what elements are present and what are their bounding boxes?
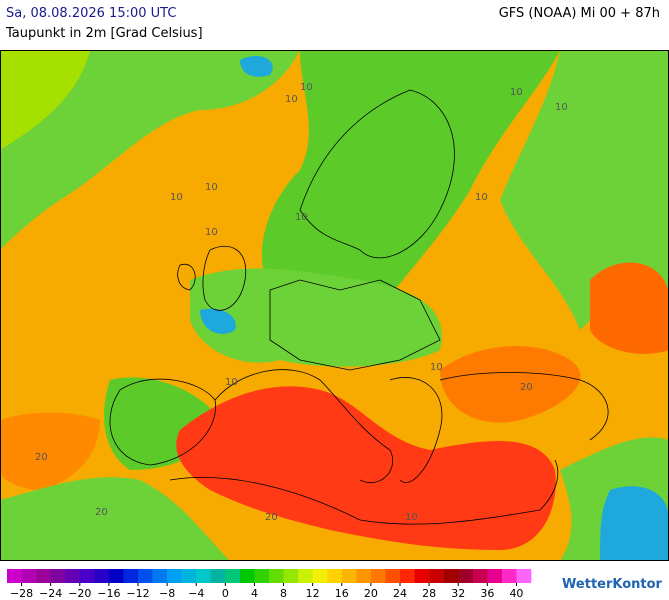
legend-swatch	[269, 569, 284, 583]
legend-tick-label: 16	[335, 587, 349, 600]
parameter: Taupunkt in 2m [Grad Celsius]	[6, 26, 203, 41]
legend-tick-label: −16	[97, 587, 120, 600]
contour-label: 10	[295, 212, 308, 223]
contour-label: 10	[430, 362, 443, 373]
contour-label: 20	[520, 382, 533, 393]
legend-tick-label: 40	[509, 587, 523, 600]
dewpoint-area	[500, 50, 669, 330]
legend-swatch	[254, 569, 270, 583]
legend-tick-label: −24	[39, 587, 62, 600]
legend-swatch	[65, 569, 81, 583]
contour-label: 20	[95, 507, 108, 518]
brand: WetterKontor	[562, 577, 663, 592]
legend-swatch	[298, 569, 313, 583]
contour-label: 10	[405, 512, 418, 523]
legend-swatch	[312, 569, 328, 583]
legend: −28 −24 −20 −16 −12 −8 −4 0 4 8 12 16 20 24 28 32 36 40 W…	[7, 569, 663, 600]
legend-tick-label: −28	[10, 587, 33, 600]
legend-tick-label: −4	[188, 587, 204, 600]
contour-label: 20	[35, 452, 48, 463]
legend-swatch	[7, 569, 22, 583]
legend-swatch	[283, 569, 299, 583]
legend-swatch	[458, 569, 474, 583]
legend-swatch	[123, 569, 139, 583]
contour-label: 10	[225, 377, 238, 388]
legend-tick-label: −20	[68, 587, 91, 600]
coastlines	[109, 89, 609, 525]
legend-tick-label: 36	[480, 587, 494, 600]
legend-swatch	[152, 569, 168, 583]
legend-swatch	[341, 569, 357, 583]
dewpoint-area	[240, 55, 273, 77]
legend-tick-label: 32	[451, 587, 465, 600]
legend-swatch	[94, 569, 110, 583]
dewpoint-area	[261, 50, 560, 321]
legend-tick-label: −12	[126, 587, 149, 600]
legend-swatch	[21, 569, 37, 583]
valid-time: Sa, 08.08.2026 15:00 UTC	[6, 6, 177, 21]
legend-tick-label: 20	[364, 587, 378, 600]
legend-swatch	[429, 569, 444, 583]
legend-swatch	[196, 569, 212, 583]
contour-label: 10	[300, 82, 313, 93]
legend-swatch	[443, 569, 459, 583]
contour-label: 10	[510, 87, 523, 98]
dewpoint-area	[600, 486, 669, 561]
legend-swatch	[79, 569, 95, 583]
dewpoint-area	[0, 50, 90, 150]
legend-swatch	[210, 569, 226, 583]
legend-swatch	[472, 569, 488, 583]
legend-tick-label: 8	[280, 587, 287, 600]
model-run: GFS (NOAA) Mi 00 + 87h	[498, 6, 660, 21]
legend-swatch	[400, 569, 415, 583]
dewpoint-area	[190, 268, 442, 367]
contour-label: 10	[205, 227, 218, 238]
legend-swatch	[327, 569, 343, 583]
contour-label: 10	[170, 192, 183, 203]
legend-tick-label: 12	[306, 587, 320, 600]
legend-swatch	[501, 569, 517, 583]
dewpoint-area	[590, 262, 669, 354]
dewpoint-area	[0, 50, 300, 250]
legend-swatch	[36, 569, 51, 583]
legend-tick-label: −8	[159, 587, 175, 600]
legend-swatch	[108, 569, 124, 583]
legend-swatch	[487, 569, 503, 583]
legend-swatch	[138, 569, 153, 583]
dewpoint-area	[200, 308, 236, 334]
dewpoint-area	[176, 386, 556, 550]
contour-label: 10	[555, 102, 568, 113]
contour-label: 10	[475, 192, 488, 203]
legend-swatch	[414, 569, 430, 583]
legend-swatch	[225, 569, 241, 583]
legend-swatch	[239, 569, 255, 583]
contour-label: 10	[205, 182, 218, 193]
legend-tick-label: 0	[222, 587, 229, 600]
dewpoint-area	[440, 346, 581, 423]
dewpoint-area	[0, 477, 230, 561]
legend-swatch	[167, 569, 182, 583]
legend-tick-label: 24	[393, 587, 407, 600]
legend-swatch	[516, 569, 532, 583]
legend-tick-label: 28	[422, 587, 436, 600]
legend-swatch	[181, 569, 197, 583]
contour-label: 10	[285, 94, 298, 105]
legend-swatch	[50, 569, 66, 583]
contour-label: 20	[265, 512, 278, 523]
dewpoint-area	[0, 412, 100, 490]
legend-swatch	[356, 569, 372, 583]
legend-tick-label: 4	[251, 587, 258, 600]
legend-swatch	[385, 569, 401, 583]
legend-swatch	[370, 569, 386, 583]
